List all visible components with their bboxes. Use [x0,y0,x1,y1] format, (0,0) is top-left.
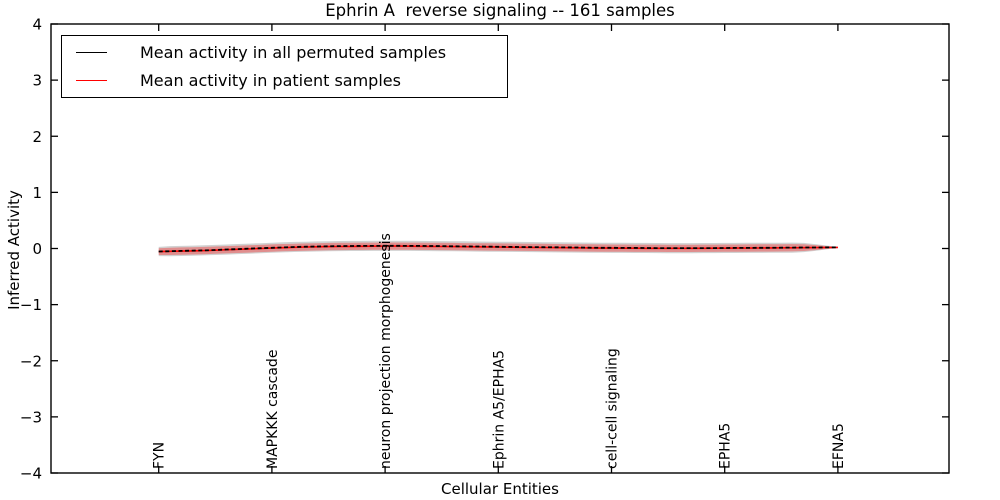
std-band-1 [158,242,838,255]
y-tick-label: 4 [32,16,42,34]
y-axis-title: Inferred Activity [5,190,23,310]
legend-line-sample-permuted-icon [76,51,107,53]
legend-label-patient: Mean activity in patient samples [140,71,401,91]
x-category-label: EPHA5 [718,423,734,469]
x-category-label: MAPKKK cascade [265,350,281,469]
y-tick-label: −3 [20,408,42,426]
y-tick-label: 1 [32,184,42,202]
x-category-label: neuron projection morphogenesis [378,233,394,469]
legend-label-permuted: Mean activity in all permuted samples [140,42,447,62]
x-ticks [158,24,839,473]
y-tick-label: −1 [20,296,42,314]
x-category-label: FYN [152,442,168,469]
y-ticks [51,23,949,474]
y-tick-label: 3 [32,72,42,90]
x-tick-labels: FYN MAPKKK cascade neuron projection morph… [152,233,847,469]
x-axis-title: Cellular Entities [441,480,559,498]
x-category-label: EFNA5 [831,423,847,469]
y-tick-label: −4 [20,465,42,483]
legend: Mean activity in all permuted samples Me… [61,35,508,98]
y-tick-label: −2 [20,352,42,370]
std-band-0 [158,240,838,257]
legend-entry-patient: Mean activity in patient samples [76,68,507,94]
y-tick-labels: −4 −3 −2 −1 0 1 2 3 4 [20,16,42,483]
legend-entry-permuted: Mean activity in all permuted samples [76,39,507,65]
y-tick-label: 2 [32,128,42,146]
legend-line-sample-patient-icon [76,80,107,82]
x-category-label: cell-cell signaling [605,348,621,469]
series-line-0 [158,244,838,253]
chart-title: Ephrin A reverse signaling -- 161 sample… [325,1,675,20]
y-tick-label: 0 [32,240,42,258]
x-category-label: Ephrin A5/EPHA5 [491,350,507,469]
